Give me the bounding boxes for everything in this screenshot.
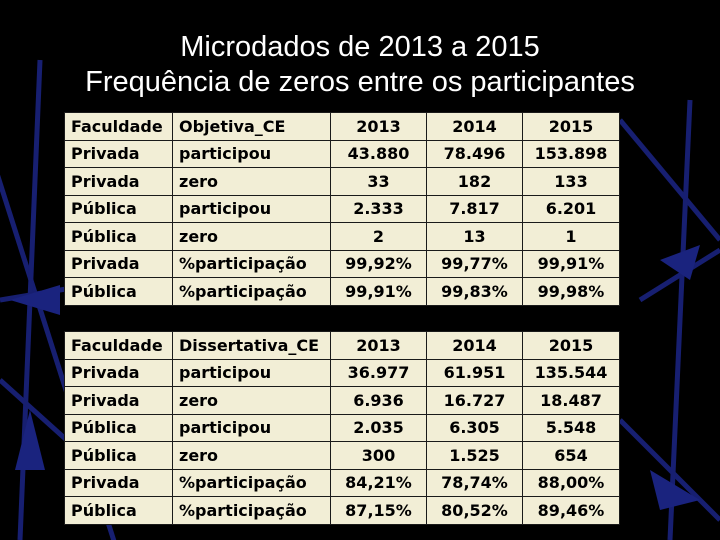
- table-cell: participou: [172, 139, 331, 168]
- table-cell: Privada: [64, 249, 173, 278]
- table-cell: %participação: [172, 277, 331, 306]
- table-cell: participou: [172, 413, 331, 442]
- table-cell: 1: [522, 222, 620, 251]
- table-cell: 80,52%: [426, 496, 523, 525]
- table-cell: Pública: [64, 496, 173, 525]
- table-cell: participou: [172, 358, 331, 387]
- table-cell: %participação: [172, 496, 331, 525]
- table-cell: 6.201: [522, 194, 620, 223]
- table-cell: 16.727: [426, 386, 523, 415]
- table-cell: 99,83%: [426, 277, 523, 306]
- header-2015: 2015: [522, 331, 620, 360]
- table-cell: participou: [172, 194, 331, 223]
- page-title: Microdados de 2013 a 2015 Frequência de …: [0, 30, 720, 100]
- table-cell: 99,91%: [522, 249, 620, 278]
- table-row: Pública %participação 99,91% 99,83% 99,9…: [64, 277, 620, 306]
- table-cell: 2.333: [330, 194, 427, 223]
- dissertativa-table: Faculdade Dissertativa_CE 2013 2014 2015…: [64, 331, 620, 525]
- table-cell: zero: [172, 222, 331, 251]
- title-line-1: Microdados de 2013 a 2015: [180, 31, 540, 63]
- objetiva-table: Faculdade Objetiva_CE 2013 2014 2015 Pri…: [64, 112, 620, 306]
- table-cell: 6.936: [330, 386, 427, 415]
- table-row: Pública zero 300 1.525 654: [64, 441, 620, 470]
- table-cell: 99,77%: [426, 249, 523, 278]
- table-cell: Privada: [64, 358, 173, 387]
- table-cell: 87,15%: [330, 496, 427, 525]
- table-cell: 2.035: [330, 413, 427, 442]
- table-cell: Pública: [64, 277, 173, 306]
- header-2013: 2013: [330, 112, 427, 141]
- table-header-row: Faculdade Objetiva_CE 2013 2014 2015: [64, 112, 620, 141]
- header-2013: 2013: [330, 331, 427, 360]
- table-cell: 33: [330, 167, 427, 196]
- table-cell: 5.548: [522, 413, 620, 442]
- table-cell: Pública: [64, 413, 173, 442]
- header-dissertativa-ce: Dissertativa_CE: [172, 331, 331, 360]
- table-cell: Privada: [64, 468, 173, 497]
- table-cell: 78.496: [426, 139, 523, 168]
- table-header-row: Faculdade Dissertativa_CE 2013 2014 2015: [64, 331, 620, 360]
- table-cell: 7.817: [426, 194, 523, 223]
- table-row: Privada zero 33 182 133: [64, 167, 620, 196]
- table-cell: %participação: [172, 249, 331, 278]
- table-row: Pública participou 2.035 6.305 5.548: [64, 413, 620, 442]
- table-cell: %participação: [172, 468, 331, 497]
- table-row: Privada participou 43.880 78.496 153.898: [64, 139, 620, 168]
- table-cell: 89,46%: [522, 496, 620, 525]
- table-cell: zero: [172, 386, 331, 415]
- table-cell: Privada: [64, 139, 173, 168]
- table-cell: 36.977: [330, 358, 427, 387]
- table-cell: Privada: [64, 167, 173, 196]
- table-row: Privada %participação 99,92% 99,77% 99,9…: [64, 249, 620, 278]
- table-cell: 99,92%: [330, 249, 427, 278]
- table-row: Privada zero 6.936 16.727 18.487: [64, 386, 620, 415]
- table-cell: 135.544: [522, 358, 620, 387]
- header-2014: 2014: [426, 112, 523, 141]
- table-cell: Pública: [64, 222, 173, 251]
- table-row: Privada %participação 84,21% 78,74% 88,0…: [64, 468, 620, 497]
- table-cell: 300: [330, 441, 427, 470]
- table-cell: 99,91%: [330, 277, 427, 306]
- table-cell: 18.487: [522, 386, 620, 415]
- header-objetiva-ce: Objetiva_CE: [172, 112, 331, 141]
- table-cell: Privada: [64, 386, 173, 415]
- table-cell: 2: [330, 222, 427, 251]
- table-cell: zero: [172, 441, 331, 470]
- table-cell: zero: [172, 167, 331, 196]
- table-row: Privada participou 36.977 61.951 135.544: [64, 358, 620, 387]
- header-2014: 2014: [426, 331, 523, 360]
- table-cell: 61.951: [426, 358, 523, 387]
- header-2015: 2015: [522, 112, 620, 141]
- header-faculdade: Faculdade: [64, 331, 173, 360]
- table-cell: 654: [522, 441, 620, 470]
- table-cell: 99,98%: [522, 277, 620, 306]
- table-cell: 78,74%: [426, 468, 523, 497]
- table-row: Pública zero 2 13 1: [64, 222, 620, 251]
- table-row: Pública %participação 87,15% 80,52% 89,4…: [64, 496, 620, 525]
- table-cell: 88,00%: [522, 468, 620, 497]
- table-row: Pública participou 2.333 7.817 6.201: [64, 194, 620, 223]
- table-cell: 1.525: [426, 441, 523, 470]
- table-cell: 43.880: [330, 139, 427, 168]
- table-cell: 182: [426, 167, 523, 196]
- table-cell: 6.305: [426, 413, 523, 442]
- table-cell: Pública: [64, 194, 173, 223]
- table-cell: Pública: [64, 441, 173, 470]
- table-cell: 13: [426, 222, 523, 251]
- table-cell: 133: [522, 167, 620, 196]
- title-line-2: Frequência de zeros entre os participant…: [85, 66, 635, 98]
- table-cell: 153.898: [522, 139, 620, 168]
- table-cell: 84,21%: [330, 468, 427, 497]
- header-faculdade: Faculdade: [64, 112, 173, 141]
